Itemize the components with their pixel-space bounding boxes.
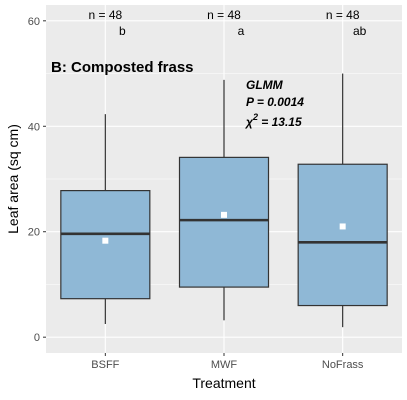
stats-p-value: P = 0.0014 bbox=[246, 95, 304, 109]
y-tick-label: 60 bbox=[28, 16, 40, 28]
stats-glmm-label: GLMM bbox=[246, 78, 284, 92]
panel-title: B: Composted frass bbox=[51, 59, 194, 76]
box-iqr bbox=[60, 190, 151, 300]
x-tick-label: BSFF bbox=[91, 359, 119, 371]
x-tick-label: NoFrass bbox=[322, 359, 364, 371]
y-tick-label: 20 bbox=[28, 227, 40, 239]
box-nofrass: n = 48 ab bbox=[297, 8, 388, 328]
x-axis-title: Treatment bbox=[192, 375, 255, 391]
chi-symbol: χ bbox=[244, 115, 254, 129]
chi-superscript: 2 bbox=[252, 112, 258, 122]
box-bsff: n = 48 b bbox=[60, 8, 151, 324]
y-axis-title: Leaf area (sq cm) bbox=[5, 124, 21, 234]
stats-chi-square: χ2 = 13.15 bbox=[244, 112, 302, 129]
group-letter: b bbox=[119, 24, 126, 38]
n-label: n = 48 bbox=[326, 8, 360, 22]
group-letter: ab bbox=[353, 24, 367, 38]
chi-value: = 13.15 bbox=[258, 115, 302, 129]
n-label: n = 48 bbox=[88, 8, 122, 22]
axis-ticks: 0 20 40 60 BSFF MWF NoFrass bbox=[28, 16, 364, 371]
mean-marker bbox=[339, 223, 346, 230]
x-tick-label: MWF bbox=[211, 359, 238, 371]
y-tick-label: 0 bbox=[34, 332, 40, 344]
mean-marker bbox=[221, 211, 227, 218]
mean-marker bbox=[102, 237, 109, 244]
box-mwf: n = 48 a bbox=[178, 8, 270, 321]
box-iqr bbox=[297, 163, 388, 307]
box-iqr bbox=[178, 156, 270, 288]
boxes: n = 48 b n = 48 a n = 48 ab bbox=[60, 8, 388, 328]
group-letter: a bbox=[238, 24, 245, 38]
n-label: n = 48 bbox=[207, 8, 241, 22]
y-tick-label: 40 bbox=[28, 121, 40, 133]
